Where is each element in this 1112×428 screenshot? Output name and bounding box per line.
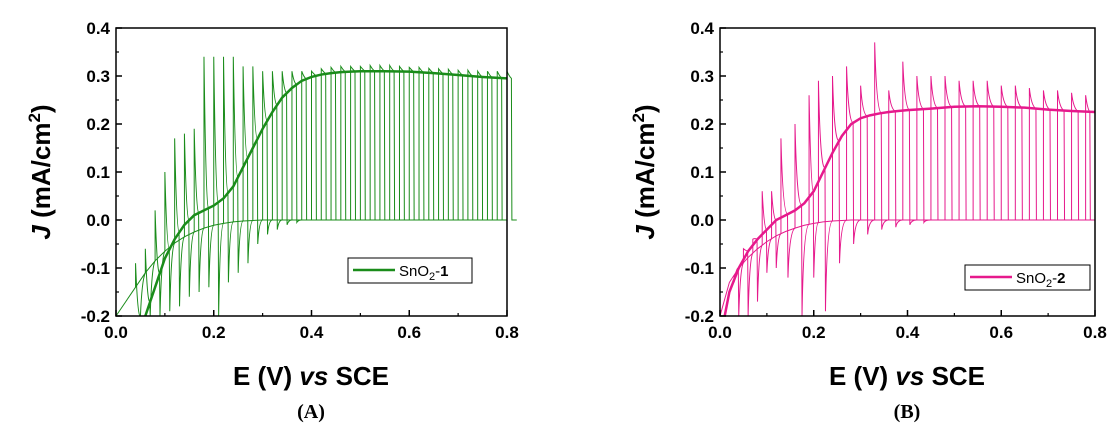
y-axis-label-a: J (mA/cm2) — [25, 104, 56, 239]
legend-box-b — [964, 264, 1091, 291]
panel-label-b: (B) — [894, 401, 921, 423]
x-axis-label-b: E (V) vs SCE — [829, 361, 985, 391]
x-tick-label-a: 0.4 — [300, 323, 324, 342]
y-tick-label-a: 0.0 — [86, 211, 110, 230]
series-layer-b — [719, 42, 1096, 317]
ticks-a: 0.0 0.2 0.4 0.6 0.8 -0.2 -0.1 0.0 0.1 0.2 0.3 0.4 — [81, 19, 519, 342]
series-illuminated-average-b — [723, 104, 1096, 317]
y-tick-label-a: -0.2 — [81, 307, 110, 326]
y-tick-label-a: 0.2 — [86, 115, 110, 134]
y-tick-label-b: 0.1 — [690, 163, 714, 182]
x-tick-label-b: 0.2 — [802, 323, 826, 342]
y-axis-label-b: J (mA/cm2) — [629, 104, 660, 239]
x-tick-label-a: 0.0 — [104, 323, 128, 342]
y-tick-label-b: 0.4 — [690, 19, 714, 38]
y-tick-label-b: -0.2 — [685, 307, 714, 326]
x-tick-label-b: 0.6 — [989, 323, 1013, 342]
y-tick-label-b: 0.3 — [690, 67, 714, 86]
y-tick-label-b: 0.0 — [690, 211, 714, 230]
y-tick-label-b: 0.2 — [690, 115, 714, 134]
x-tick-label-a: 0.8 — [495, 323, 519, 342]
series-chopped-b — [733, 42, 1095, 317]
y-tick-label-a: 0.1 — [86, 163, 110, 182]
y-tick-label-b: -0.1 — [685, 259, 714, 278]
y-tick-label-a: -0.1 — [81, 259, 110, 278]
panel-label-a: (A) — [297, 401, 325, 423]
y-tick-label-a: 0.4 — [86, 19, 110, 38]
chart-panel-b: 0.0 0.2 0.4 0.6 0.8 -0.2 -0.1 0.0 0.1 0.2 0.3 0.4 E… — [629, 19, 1107, 423]
chart-panel-a: 0.0 0.2 0.4 0.6 0.8 -0.2 -0.1 0.0 0.1 0.2 0.3 0.4 E… — [25, 19, 519, 423]
x-tick-label-a: 0.2 — [202, 323, 226, 342]
legend-box-a — [347, 257, 473, 284]
y-tick-label-a: 0.3 — [86, 67, 110, 86]
legend-b: SnO2-2 — [964, 264, 1091, 291]
x-tick-label-a: 0.6 — [397, 323, 421, 342]
legend-a: SnO2-1 — [347, 257, 473, 284]
legend-label-b: SnO2-2 — [1016, 270, 1065, 290]
x-axis-label-a: E (V) vs SCE — [233, 361, 389, 391]
legend-label-a: SnO2-1 — [399, 263, 448, 283]
ticks-b: 0.0 0.2 0.4 0.6 0.8 -0.2 -0.1 0.0 0.1 0.2 0.3 0.4 — [685, 19, 1107, 342]
x-tick-label-b: 0.4 — [896, 323, 920, 342]
x-tick-label-b: 0.0 — [708, 323, 732, 342]
x-tick-label-b: 0.8 — [1083, 323, 1107, 342]
